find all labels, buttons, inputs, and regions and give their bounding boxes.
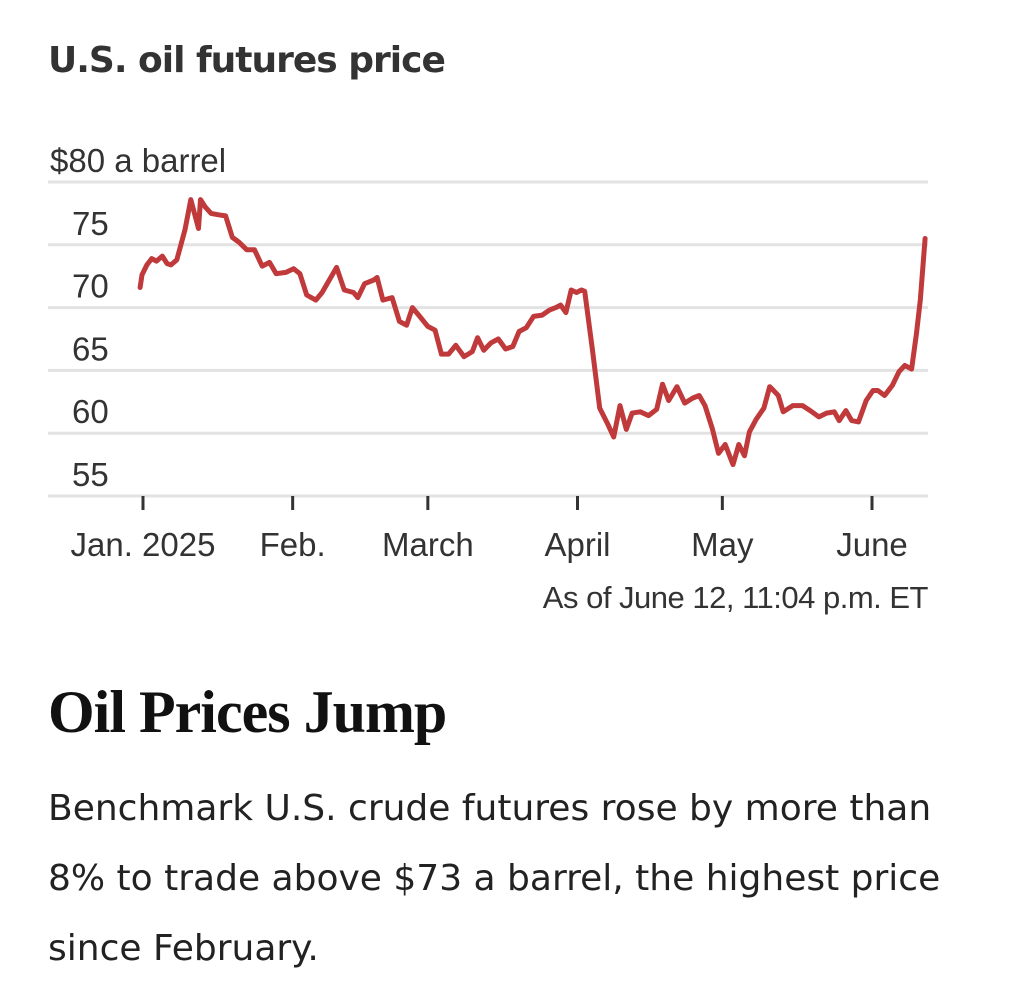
y-axis-labels: $80 a barrel 75 70 65 60 55: [50, 142, 226, 493]
y-tick-label: 70: [72, 268, 109, 305]
x-tick-label: Feb.: [260, 526, 326, 563]
headline: Oil Prices Jump: [48, 679, 447, 745]
line-chart: $80 a barrel 75 70 65 60 55 Jan. 2025 Feb. Marc…: [48, 142, 928, 563]
x-tick-label: June: [836, 526, 908, 563]
x-axis: Jan. 2025 Feb. March April May June: [71, 496, 908, 563]
x-tick-label: March: [382, 526, 474, 563]
y-tick-label: 75: [72, 205, 109, 242]
y-tick-label: 55: [72, 456, 109, 493]
y-tick-label: 65: [72, 330, 109, 367]
y-tick-label: $80 a barrel: [50, 142, 226, 179]
x-tick-label: May: [691, 526, 754, 563]
gridlines: [48, 180, 928, 498]
chart-title: U.S. oil futures price: [48, 40, 446, 81]
series-layer: [137, 197, 928, 468]
source-note: As of June 12, 11:04 p.m. ET: [542, 580, 929, 615]
y-tick-label: 60: [72, 393, 109, 430]
x-tick-label: April: [544, 526, 610, 563]
price-line: [137, 197, 928, 468]
summary-text: Benchmark U.S. crude futures rose by mor…: [48, 788, 941, 969]
x-tick-label: Jan. 2025: [71, 526, 216, 563]
